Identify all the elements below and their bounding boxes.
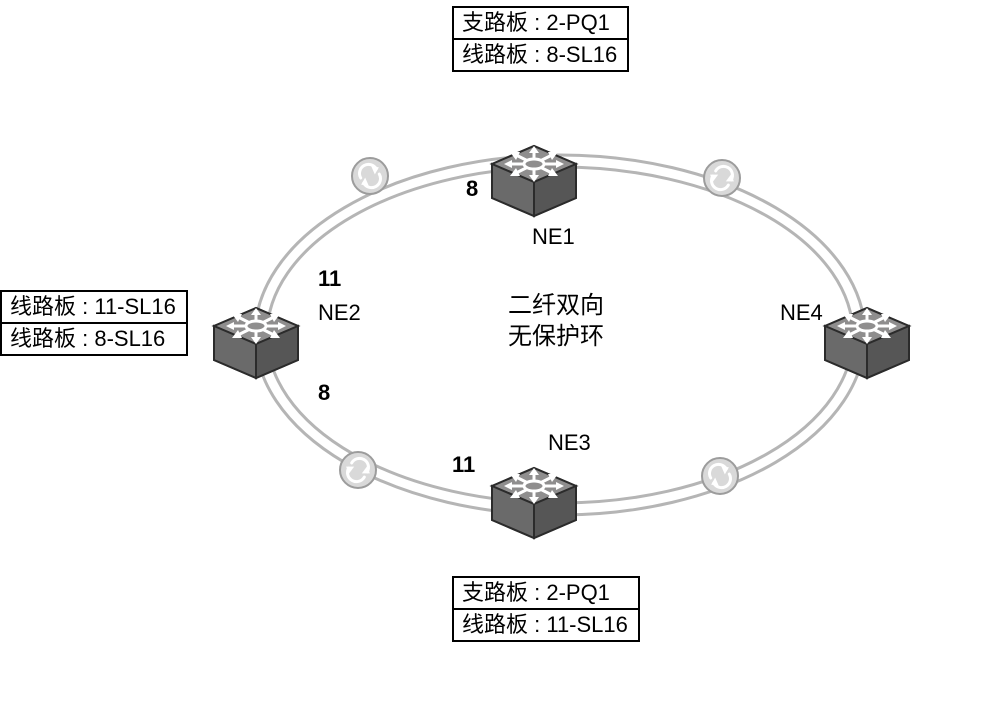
ne2-info-box: 线路板 : 11-SL16 线路板 : 8-SL16 — [0, 290, 188, 356]
ne2-port-8: 8 — [318, 380, 330, 406]
switch-icon — [482, 450, 588, 540]
ne1-info-row-1: 线路板 : 8-SL16 — [454, 38, 627, 70]
ne3-info-box: 支路板 : 2-PQ1 线路板 : 11-SL16 — [452, 576, 640, 642]
switch-icon — [482, 128, 588, 218]
ne3-info-row-0: 支路板 : 2-PQ1 — [454, 578, 638, 608]
node-ne1 — [482, 128, 588, 218]
node-ne1-label: NE1 — [532, 224, 575, 250]
node-ne4 — [815, 290, 921, 380]
ne1-info-box: 支路板 : 2-PQ1 线路板 : 8-SL16 — [452, 6, 629, 72]
ne3-port-11: 11 — [452, 452, 475, 478]
node-ne2 — [204, 290, 310, 380]
node-ne3 — [482, 450, 588, 540]
node-ne4-label: NE4 — [780, 300, 823, 326]
ne2-info-row-1: 线路板 : 8-SL16 — [2, 322, 186, 354]
badge-ne — [704, 160, 740, 196]
badge-sw — [340, 452, 376, 488]
node-ne2-label: NE2 — [318, 300, 361, 326]
switch-icon — [204, 290, 310, 380]
node-ne3-label: NE3 — [548, 430, 591, 456]
ne1-port-8: 8 — [466, 176, 478, 202]
ne1-info-row-0: 支路板 : 2-PQ1 — [454, 8, 627, 38]
badge-se — [702, 458, 738, 494]
badge-nw — [352, 158, 388, 194]
ne3-info-row-1: 线路板 : 11-SL16 — [454, 608, 638, 640]
switch-icon — [815, 290, 921, 380]
ne2-info-row-0: 线路板 : 11-SL16 — [2, 292, 186, 322]
ne2-port-11: 11 — [318, 266, 341, 292]
